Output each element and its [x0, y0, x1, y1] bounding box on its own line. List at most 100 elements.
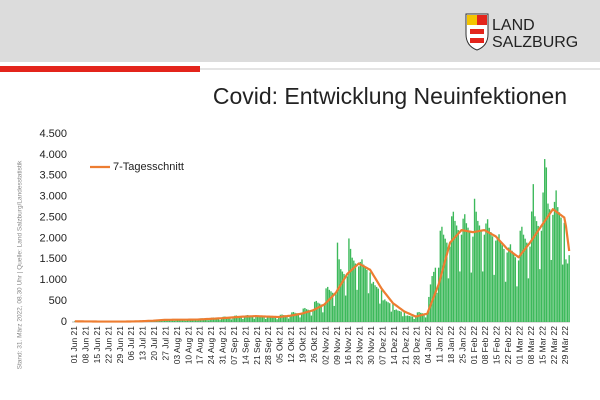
x-tick-label: 07 Dez 21 [377, 326, 387, 365]
bar [568, 255, 570, 322]
bar [219, 319, 221, 322]
bar [361, 259, 363, 322]
bar [333, 305, 335, 322]
bar [522, 234, 525, 322]
y-tick-label: 4.500 [39, 128, 67, 140]
logo-text: LAND [492, 17, 535, 34]
bar [468, 232, 471, 322]
bar [278, 317, 280, 322]
bar [185, 320, 187, 322]
x-tick-label: 08 Mar 22 [526, 326, 536, 365]
x-tick-label: 06 Jul 21 [126, 326, 136, 361]
avg-line [74, 208, 571, 323]
bar [343, 273, 345, 322]
bar [387, 302, 389, 322]
bar [289, 316, 291, 322]
bar [367, 293, 370, 322]
bar [437, 267, 440, 322]
bar [552, 214, 554, 322]
bar [384, 299, 386, 322]
x-tick-label: 21 Dez 21 [400, 326, 410, 365]
bar [322, 312, 324, 322]
bar [320, 304, 322, 322]
bar [232, 317, 234, 322]
bar [403, 312, 406, 322]
bar [462, 218, 464, 322]
x-tick-label: 26 Okt 21 [309, 326, 319, 363]
bar [214, 317, 216, 322]
bar [309, 310, 311, 322]
bar [261, 316, 264, 322]
bar [336, 242, 339, 322]
bar [530, 211, 533, 322]
bar [504, 281, 507, 322]
bar [313, 301, 316, 322]
bar [491, 236, 494, 322]
x-tick-label: 04 Jan 22 [423, 326, 433, 364]
bar [227, 317, 229, 322]
bar [452, 211, 455, 322]
bar [260, 316, 262, 322]
x-tick-label: 07 Sep 21 [229, 326, 239, 365]
x-tick-label: 14 Sep 21 [240, 326, 250, 365]
bar [380, 290, 383, 322]
y-tick-label: 2.500 [39, 211, 67, 223]
bar [305, 309, 308, 322]
bar [545, 167, 548, 322]
bar [513, 253, 515, 322]
bar [235, 315, 238, 322]
bar [276, 319, 278, 322]
bar [503, 248, 505, 322]
bar [397, 310, 399, 322]
x-tick-label: 18 Jan 22 [446, 326, 456, 364]
logo-text: SALZBURG [492, 34, 578, 51]
bar [356, 289, 358, 322]
bar [74, 321, 76, 322]
bar [358, 266, 360, 322]
bar [359, 261, 362, 322]
bar [258, 315, 260, 322]
bar [364, 267, 366, 322]
bar [408, 316, 410, 322]
x-tick-label: 20 Jul 21 [149, 326, 159, 361]
bar [389, 303, 391, 322]
bar [402, 316, 404, 322]
bar [292, 311, 295, 322]
bar [173, 320, 176, 322]
bar [250, 315, 252, 322]
bar [271, 316, 273, 322]
bar [294, 312, 296, 322]
bar [251, 316, 254, 322]
bar [415, 316, 417, 322]
bar [526, 242, 528, 322]
bar [493, 274, 495, 322]
bar [478, 225, 481, 322]
bar [548, 209, 551, 322]
bar [315, 300, 317, 322]
bar [273, 316, 275, 322]
bar [354, 263, 357, 322]
bar [424, 317, 427, 322]
bar [335, 294, 337, 322]
bar [457, 230, 459, 322]
x-tick-label: 01 Mar 22 [514, 326, 524, 365]
bar [274, 316, 277, 322]
bar [499, 241, 502, 322]
x-tick-label: 15 Mar 22 [537, 326, 547, 365]
bar [508, 247, 510, 322]
x-tick-label: 30 Nov 21 [366, 326, 376, 365]
bar [341, 271, 344, 322]
bar [372, 281, 375, 322]
bar [464, 214, 466, 322]
bar [307, 309, 309, 322]
x-tick-label: 14 Dez 21 [389, 326, 399, 365]
bar [327, 286, 329, 322]
bar [172, 319, 174, 322]
bar [328, 289, 331, 322]
bar [229, 317, 231, 322]
x-tick-label: 13 Jul 21 [138, 326, 148, 361]
bar [375, 286, 378, 322]
bar [516, 286, 518, 322]
bar [454, 220, 456, 322]
bar [351, 257, 353, 322]
